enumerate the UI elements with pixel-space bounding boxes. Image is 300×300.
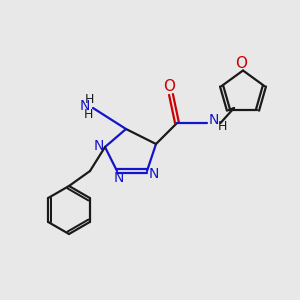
Text: N: N [148,167,159,181]
Text: N: N [208,113,219,127]
Text: N: N [113,171,124,184]
Text: H: H [218,120,227,133]
Text: O: O [164,79,175,94]
Text: H: H [85,93,94,106]
Text: O: O [236,56,247,70]
Text: H: H [84,108,93,121]
Text: N: N [80,100,90,113]
Text: N: N [93,139,103,152]
